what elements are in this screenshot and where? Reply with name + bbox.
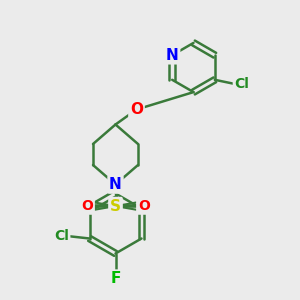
Text: N: N <box>109 177 122 192</box>
Text: S: S <box>110 199 121 214</box>
Text: N: N <box>166 48 178 63</box>
Text: O: O <box>138 199 150 213</box>
Text: F: F <box>110 271 121 286</box>
Text: Cl: Cl <box>234 77 249 91</box>
Text: Cl: Cl <box>54 229 69 243</box>
Text: O: O <box>81 199 93 213</box>
Text: O: O <box>130 102 143 117</box>
